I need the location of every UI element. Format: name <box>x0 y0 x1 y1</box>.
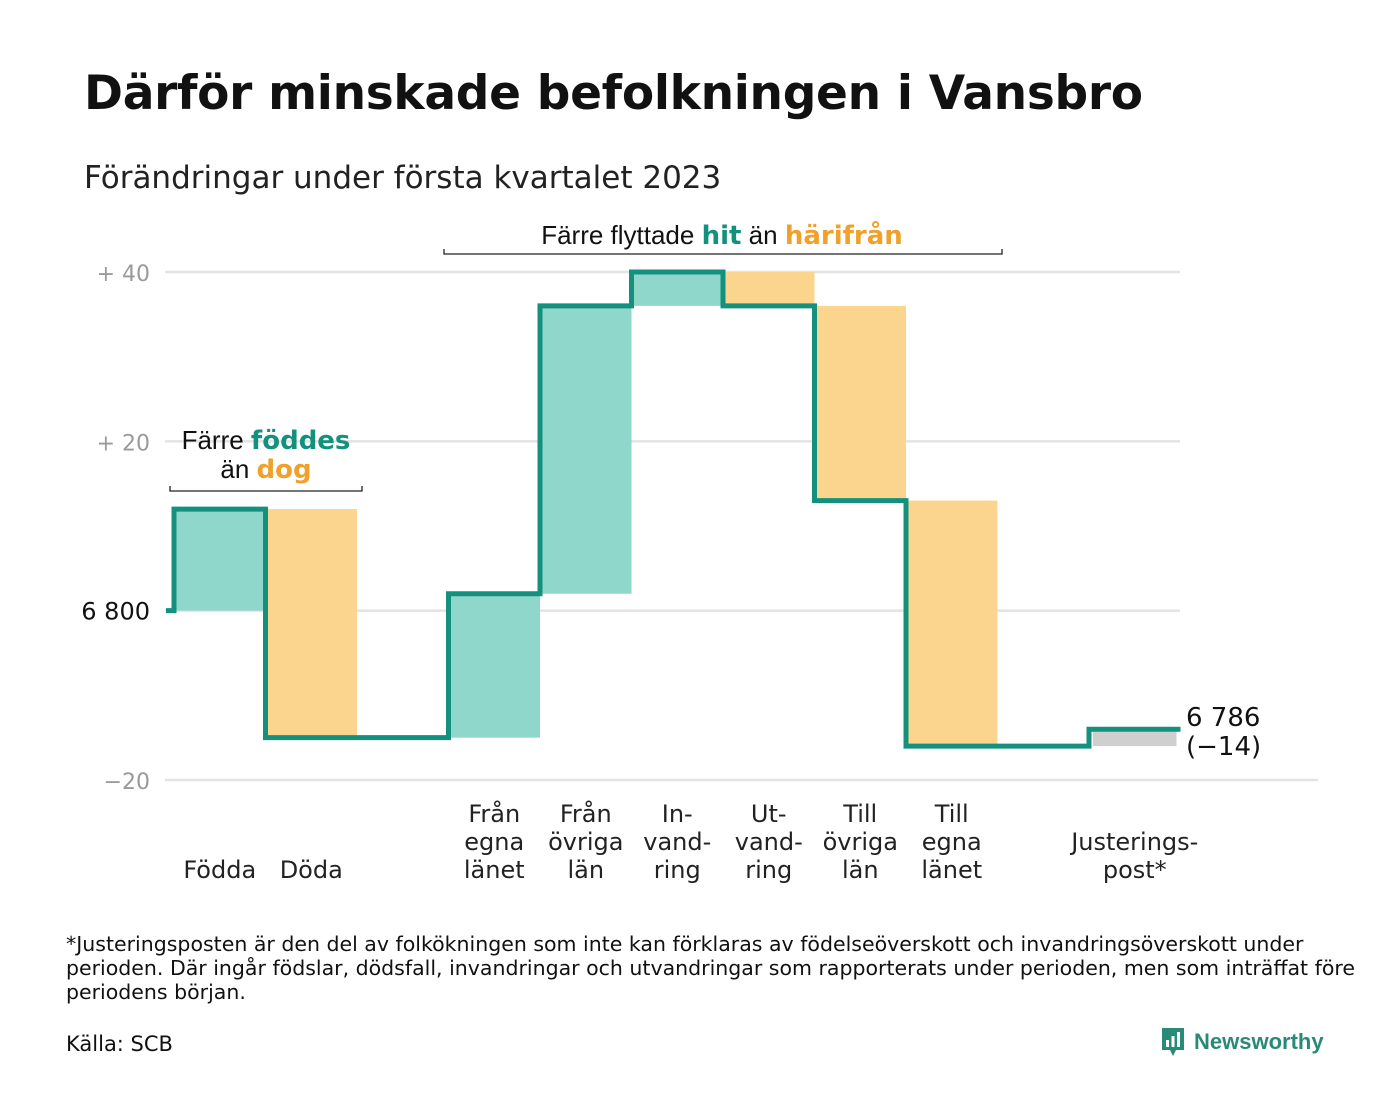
brand-logo: Newsworthy <box>1160 1026 1324 1058</box>
migration-annotation: Färre flyttade hit än härifrån <box>541 219 903 251</box>
category-label: Från egna länet <box>464 799 525 884</box>
category-label: In-vand-ring <box>643 800 711 884</box>
y-tick-label: −20 <box>104 770 150 795</box>
end-value-label: 6 786 <box>1186 703 1260 733</box>
bars <box>174 272 1177 747</box>
category-label: Födda <box>183 856 256 884</box>
cumulative-step-line <box>166 269 1181 749</box>
waterfall-chart: + 40 + 20 6 800 −20 Födda Döda Från egna länet Fr… <box>81 219 1318 884</box>
step-lines <box>166 269 1181 749</box>
category-label: Till egna länet <box>921 800 982 884</box>
births-annotation-line2: än dog <box>220 454 311 485</box>
page-title: Därför minskade befolkningen i Vansbro <box>84 66 1143 121</box>
bar-outflow <box>265 509 357 738</box>
source-label: Källa: SCB <box>66 1032 173 1056</box>
bar-inflow <box>631 272 723 306</box>
brand-name: Newsworthy <box>1194 1029 1324 1054</box>
end-change-label: (−14) <box>1186 732 1261 762</box>
births-bracket <box>169 486 363 492</box>
births-annotation-line1: Färre föddes <box>182 425 351 456</box>
migration-bracket <box>443 249 1003 255</box>
bar-inflow <box>540 305 632 594</box>
bar-inflow <box>174 509 266 611</box>
category-label: Ut-vand-ring <box>735 800 803 884</box>
footnote: *Justeringsposten är den del av folkökni… <box>66 932 1355 1004</box>
y-tick-label: + 40 <box>97 262 150 287</box>
newsworthy-logo-icon <box>1162 1028 1184 1056</box>
bar-adjustment <box>1093 729 1177 747</box>
bar-inflow <box>448 593 540 738</box>
labels: + 40 + 20 6 800 −20 Födda Döda Från egna länet Fr… <box>81 219 1261 884</box>
bar-outflow <box>723 272 815 306</box>
category-label: Från övriga län <box>548 799 623 884</box>
y-tick-label: + 20 <box>97 431 150 456</box>
category-label: Justerings-post* <box>1069 828 1198 884</box>
category-label: Till övriga län <box>823 800 898 884</box>
category-label: Döda <box>280 856 343 884</box>
page-subtitle: Förändringar under första kvartalet 2023 <box>84 160 722 196</box>
bar-outflow <box>906 500 998 747</box>
bar-outflow <box>814 305 906 501</box>
y-tick-label: 6 800 <box>81 598 150 626</box>
